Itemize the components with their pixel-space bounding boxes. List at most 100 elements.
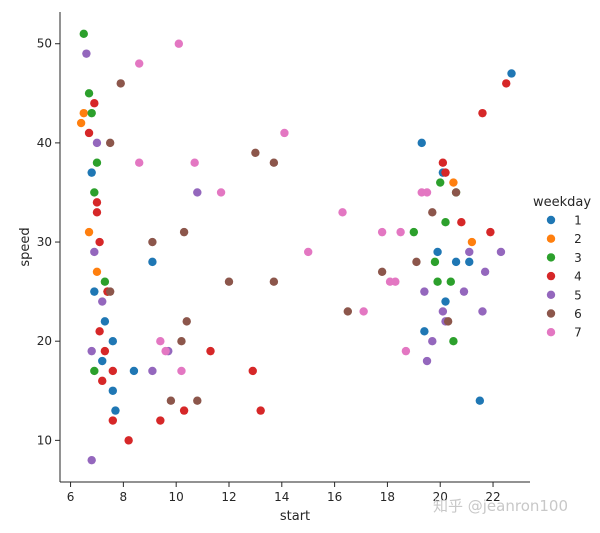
- x-tick-label: 6: [67, 490, 75, 504]
- point-weekday-6: [116, 79, 125, 88]
- point-weekday-4: [90, 99, 99, 108]
- point-weekday-7: [135, 59, 144, 68]
- point-weekday-5: [428, 336, 437, 346]
- point-weekday-6: [166, 396, 176, 405]
- legend-marker-6: [546, 309, 556, 318]
- point-weekday-1: [465, 257, 474, 267]
- point-weekday-4: [100, 346, 110, 356]
- point-weekday-7: [304, 247, 313, 257]
- legend-title: weekday: [533, 195, 591, 210]
- point-weekday-4: [98, 376, 107, 386]
- point-weekday-4: [156, 416, 165, 425]
- legend: weekday 1 2 3 4 5 6 7: [533, 195, 591, 340]
- point-weekday-6: [443, 317, 453, 326]
- legend-marker-3: [546, 253, 556, 262]
- point-weekday-6: [182, 317, 191, 326]
- point-weekday-3: [409, 227, 419, 237]
- point-weekday-6: [179, 227, 189, 237]
- point-weekday-7: [401, 346, 411, 356]
- point-weekday-4: [438, 158, 448, 167]
- point-weekday-4: [206, 346, 215, 356]
- point-weekday-6: [269, 158, 279, 167]
- point-weekday-4: [108, 366, 118, 376]
- point-weekday-4: [478, 108, 487, 118]
- point-weekday-1: [87, 168, 96, 177]
- point-weekday-1: [475, 396, 485, 405]
- point-weekday-5: [148, 366, 157, 376]
- point-weekday-1: [108, 386, 118, 395]
- point-weekday-1: [100, 317, 110, 326]
- watermark: 知乎 @jeanron100: [433, 497, 568, 515]
- point-weekday-3: [430, 257, 440, 267]
- point-weekday-7: [156, 336, 165, 346]
- point-weekday-1: [417, 138, 426, 148]
- point-weekday-6: [451, 188, 461, 197]
- point-weekday-3: [436, 178, 445, 187]
- point-weekday-3: [449, 336, 458, 346]
- point-weekday-6: [428, 208, 437, 217]
- x-tick-label: 18: [380, 490, 395, 504]
- point-weekday-4: [256, 406, 265, 415]
- y-tick-label: 10: [37, 433, 52, 447]
- point-weekday-4: [457, 218, 466, 227]
- y-tick-label: 20: [37, 334, 52, 348]
- legend-label-3: 3: [574, 251, 582, 265]
- point-weekday-1: [111, 406, 120, 415]
- point-weekday-4: [95, 237, 104, 247]
- legend-label-5: 5: [574, 288, 582, 302]
- x-tick-label: 14: [274, 490, 289, 504]
- point-weekday-3: [100, 277, 110, 286]
- point-weekday-2: [84, 227, 94, 237]
- point-weekday-6: [377, 267, 387, 276]
- point-weekday-4: [92, 198, 102, 207]
- point-weekday-7: [338, 208, 347, 217]
- point-weekday-5: [422, 356, 432, 366]
- point-weekday-5: [420, 287, 429, 296]
- point-weekday-4: [92, 208, 102, 217]
- point-weekday-4: [95, 327, 104, 336]
- point-weekday-7: [190, 158, 199, 167]
- point-weekday-6: [193, 396, 202, 405]
- x-tick-label: 22: [485, 490, 500, 504]
- point-weekday-6: [105, 287, 115, 296]
- legend-marker-1: [546, 215, 556, 225]
- legend-marker-5: [546, 290, 556, 299]
- point-weekday-1: [451, 257, 461, 267]
- point-weekday-3: [441, 218, 450, 227]
- plot-axes: [59, 12, 530, 483]
- point-weekday-7: [391, 277, 400, 286]
- point-weekday-6: [343, 307, 353, 316]
- x-tick-label: 10: [169, 490, 184, 504]
- point-weekday-4: [124, 436, 133, 445]
- point-weekday-6: [224, 277, 234, 286]
- legend-label-1: 1: [574, 214, 582, 228]
- point-weekday-3: [90, 366, 99, 376]
- point-weekday-2: [79, 108, 88, 118]
- point-weekday-5: [82, 49, 91, 58]
- point-weekday-3: [92, 158, 102, 167]
- x-ticks: 6 8 10 12 14 16 18 20 22: [67, 482, 501, 504]
- data-points: [76, 29, 516, 465]
- point-weekday-5: [87, 346, 96, 356]
- point-weekday-1: [420, 327, 429, 336]
- y-ticks: 10 20 30 40 50: [37, 37, 60, 447]
- point-weekday-1: [129, 366, 139, 376]
- point-weekday-7: [280, 128, 289, 138]
- legend-marker-2: [546, 234, 556, 243]
- point-weekday-6: [177, 336, 186, 346]
- point-weekday-4: [502, 79, 511, 88]
- point-weekday-5: [496, 247, 506, 257]
- point-weekday-3: [90, 188, 99, 197]
- point-weekday-1: [433, 247, 442, 257]
- point-weekday-3: [433, 277, 442, 286]
- point-weekday-6: [148, 237, 157, 247]
- point-weekday-4: [441, 168, 450, 177]
- point-weekday-2: [76, 118, 86, 128]
- x-tick-label: 8: [120, 490, 128, 504]
- point-weekday-1: [98, 356, 107, 366]
- point-weekday-6: [269, 277, 279, 286]
- x-tick-label: 16: [327, 490, 342, 504]
- point-weekday-1: [90, 287, 99, 296]
- point-weekday-5: [98, 297, 107, 306]
- point-weekday-3: [79, 29, 88, 39]
